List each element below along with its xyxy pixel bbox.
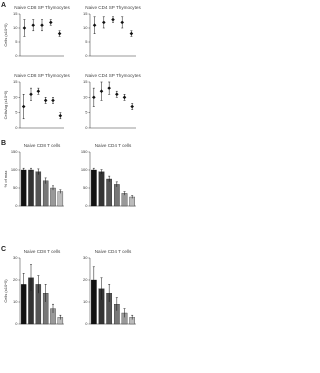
bar — [106, 178, 112, 207]
y-tick-label: 0 — [85, 203, 88, 208]
y-tick-label: 0 — [15, 53, 18, 58]
panel-label: C — [1, 246, 6, 253]
y-tick-label: 10 — [83, 299, 88, 304]
y-tick-label: 5 — [85, 110, 88, 115]
y-tick-label: 150 — [11, 149, 18, 154]
y-tick-label: 20 — [13, 277, 18, 282]
y-tick-label: 0 — [15, 203, 18, 208]
y-tick-label: 10 — [83, 94, 88, 99]
y-tick-label: 150 — [81, 149, 88, 154]
point — [122, 95, 127, 100]
chart-title: Naive CD4 SP Thymocytes — [85, 5, 141, 10]
y-tick-label: 20 — [83, 277, 88, 282]
y-tick-label: 50 — [83, 185, 88, 190]
y-tick-label: 0 — [15, 125, 18, 130]
y-axis-label: Cells (x10^5) — [3, 279, 8, 303]
y-tick-label: 100 — [81, 167, 88, 172]
y-tick-label: 5 — [15, 39, 18, 44]
bar — [20, 169, 27, 207]
chart-title: Naive CD4 SP Thymocytes — [85, 73, 141, 78]
y-tick-label: 15 — [13, 79, 18, 84]
bar — [42, 180, 49, 207]
y-tick-label: 5 — [85, 39, 88, 44]
point — [102, 20, 106, 25]
point — [130, 104, 134, 109]
y-tick-label: 0 — [85, 53, 88, 58]
chart-title: Naive CD4 T cells — [95, 143, 132, 148]
point — [29, 92, 33, 97]
point — [115, 92, 119, 97]
point — [92, 95, 96, 100]
point — [111, 17, 115, 22]
panel-label: B — [1, 140, 6, 147]
chart-title: Naive CD8 T cells — [24, 143, 61, 148]
y-tick-label: 10 — [83, 25, 88, 30]
y-tick-label: 15 — [83, 11, 88, 16]
point — [92, 23, 97, 27]
point — [43, 98, 48, 103]
point — [49, 20, 53, 25]
point — [36, 89, 41, 93]
bar — [28, 169, 34, 207]
bar — [35, 171, 42, 207]
y-axis-label: Cells/ug (x10^5) — [3, 90, 8, 119]
chart-title: Naive CD8 T cells — [24, 249, 61, 254]
y-tick-label: 15 — [83, 79, 88, 84]
page: {"chart_data": [ {"type": "errorbar", "p… — [0, 0, 150, 368]
bar — [57, 191, 64, 207]
y-tick-label: 30 — [83, 255, 88, 260]
figure: A Naive CD8 SP Thymocytes Cells (x10^5) 0 5 1… — [1, 2, 141, 326]
bar — [121, 193, 128, 207]
bar — [50, 187, 56, 207]
point — [31, 23, 35, 27]
point — [40, 23, 44, 27]
y-tick-label: 100 — [11, 167, 18, 172]
y-tick-label: 10 — [13, 94, 18, 99]
point — [99, 89, 104, 93]
chart-title: Naive CD8 SP Thymocytes — [14, 73, 70, 78]
bar — [91, 169, 97, 207]
y-axis-label: Cells (x10^5) — [3, 23, 8, 47]
y-tick-label: 10 — [13, 299, 18, 304]
point — [129, 31, 134, 36]
chart-title: Naive CD4 T cells — [95, 249, 132, 254]
y-tick-label: 0 — [85, 125, 88, 130]
point — [107, 86, 111, 90]
bar — [114, 184, 120, 207]
point — [51, 98, 55, 103]
point — [58, 113, 63, 118]
y-tick-label: 15 — [13, 11, 18, 16]
y-tick-label: 50 — [13, 185, 18, 190]
point — [22, 26, 27, 30]
point — [120, 20, 124, 25]
y-tick-label: 30 — [13, 255, 18, 260]
y-tick-label: 0 — [85, 321, 88, 326]
panel-label: A — [1, 2, 6, 9]
y-tick-label: 5 — [15, 110, 18, 115]
y-axis-label: % of max — [3, 171, 8, 188]
y-tick-label: 0 — [15, 321, 18, 326]
point — [57, 31, 62, 36]
y-tick-label: 10 — [13, 25, 18, 30]
chart-title: Naive CD8 SP Thymocytes — [14, 5, 70, 10]
bar — [98, 171, 105, 207]
point — [21, 104, 26, 109]
